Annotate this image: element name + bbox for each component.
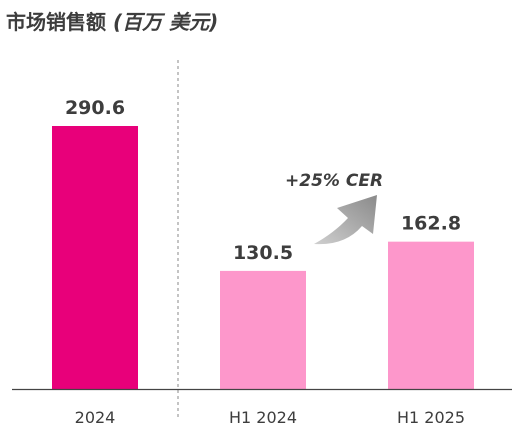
chart-title-main: 市场销售额 <box>6 10 106 34</box>
bar-h1-2025 <box>388 241 474 389</box>
chart-title-unit: (百万 美元) <box>112 10 219 34</box>
bar-2024 <box>52 126 138 389</box>
chart-title: 市场销售额 (百万 美元) <box>6 6 218 35</box>
category-tick-label: H1 2025 <box>397 408 465 427</box>
bar-h1-2024 <box>220 270 306 389</box>
growth-arrow-icon <box>314 195 377 245</box>
growth-annotation-label: +25% CER <box>285 171 383 191</box>
data-label: 290.6 <box>65 97 125 119</box>
category-tick-label: H1 2024 <box>229 408 297 427</box>
category-tick-label: 2024 <box>75 408 116 427</box>
data-label: 130.5 <box>233 242 293 264</box>
data-label: 162.8 <box>401 213 461 235</box>
